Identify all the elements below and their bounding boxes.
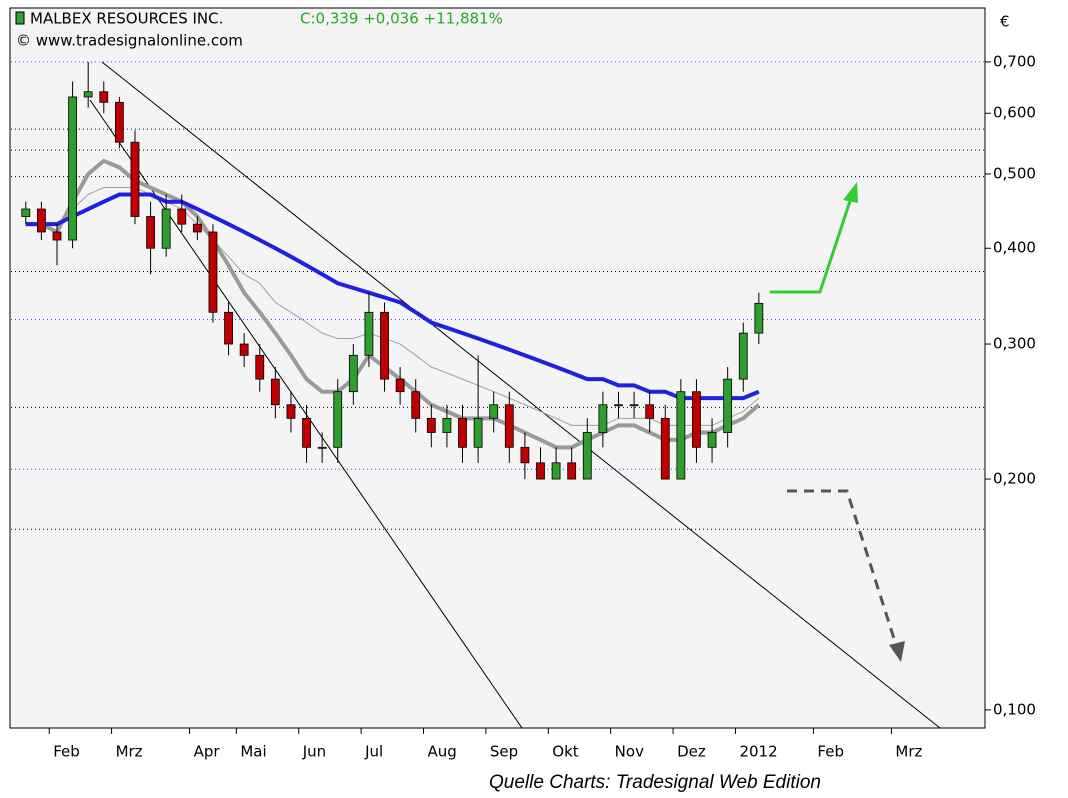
y-tick-label: 0,700 (993, 52, 1036, 70)
candle-body (21, 208, 31, 217)
trend-line (101, 61, 941, 729)
candle-body (36, 208, 46, 233)
candle-body (754, 302, 764, 334)
candle-body (582, 432, 592, 480)
candle-body (192, 223, 202, 233)
y-tick-label: 0,500 (993, 164, 1036, 182)
candle-body (645, 404, 655, 419)
candle-body (629, 404, 639, 407)
x-tick-label: Aug (428, 743, 457, 761)
candle-body (239, 343, 249, 356)
candle-body (364, 311, 374, 356)
candle-body (660, 417, 670, 480)
x-tick-label: Jul (364, 743, 383, 761)
candle-body (333, 391, 343, 448)
candle-body (738, 332, 748, 380)
candle-body (161, 208, 171, 249)
y-tick-label: 0,400 (993, 239, 1036, 257)
candle-body (255, 354, 265, 380)
candle-body (536, 462, 545, 480)
candle-body (442, 417, 452, 433)
candle-body (473, 417, 483, 448)
candle-body (286, 404, 296, 419)
up-arrow-head (843, 182, 858, 203)
chart-title: MALBEX RESOURCES INC. (30, 10, 223, 28)
candle-body (707, 432, 717, 448)
candle-body (177, 208, 187, 225)
candle-body (426, 417, 436, 433)
source: Quelle Charts: Tradesignal Web Edition (489, 772, 821, 793)
x-tick-label: Sep (490, 743, 518, 761)
candle-body (614, 404, 623, 407)
currency: € (1000, 13, 1010, 31)
trend-line (89, 99, 523, 729)
x-tick-label: Jun (302, 743, 326, 761)
candle-body (52, 231, 62, 241)
x-tick-label: Mai (240, 743, 266, 761)
candle-body (395, 378, 405, 393)
x-tick-label: Okt (552, 743, 578, 761)
candle-body (114, 101, 124, 143)
copyright: © www.tradesignalonline.com (16, 32, 243, 50)
candle-body (504, 404, 514, 448)
x-tick-label: Nov (615, 743, 644, 761)
candle-body (380, 311, 389, 380)
up-arrow (770, 194, 854, 294)
moving-average (25, 192, 760, 401)
candle-body (130, 141, 140, 217)
candle-body (146, 216, 155, 249)
candle-body (692, 391, 701, 448)
candle-body (520, 446, 530, 464)
candle-body (348, 354, 358, 393)
candle-body (411, 391, 421, 419)
y-tick-label: 0,200 (993, 470, 1036, 488)
x-tick-label: Feb (817, 743, 844, 761)
candle-body (317, 446, 327, 449)
marks (21, 61, 764, 480)
candle-body (270, 378, 280, 406)
trend-lines (89, 61, 941, 729)
quote: C:0,339 +0,036 +11,881% (300, 10, 503, 28)
candle-body (567, 462, 577, 480)
x-tick-label: 2012 (739, 743, 777, 761)
candle-body (489, 404, 499, 419)
moving-average (25, 158, 761, 450)
candle-body (676, 391, 686, 480)
candle-body (99, 91, 109, 103)
candle-body (224, 311, 233, 345)
x-tick-label: Apr (194, 743, 221, 761)
candle-body (208, 231, 218, 313)
candle-body (458, 417, 467, 448)
candle-body (551, 462, 561, 480)
x-tick-label: Mrz (895, 743, 922, 761)
down-arrow (787, 489, 899, 649)
candle-body (68, 96, 77, 241)
plot-area (9, 7, 986, 729)
y-tick-label: 0,300 (993, 335, 1036, 353)
x-tick-label: Dez (677, 743, 706, 761)
candle-body (598, 404, 608, 433)
candle-body (723, 378, 733, 433)
y-tick-label: 0,100 (993, 700, 1036, 718)
candle-body (302, 417, 311, 448)
y-tick-label: 0,600 (993, 104, 1036, 122)
down-arrow-head (889, 641, 905, 662)
forecast-arrows (770, 182, 905, 662)
symbol-icon (15, 11, 25, 25)
x-tick-label: Feb (53, 743, 80, 761)
x-tick-label: Mrz (116, 743, 143, 761)
candle-body (83, 91, 93, 98)
